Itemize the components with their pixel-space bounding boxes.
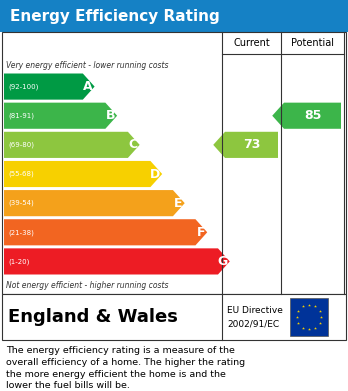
Text: F: F [197,226,205,239]
Text: A: A [83,80,93,93]
Text: (92-100): (92-100) [8,83,38,90]
Polygon shape [4,74,95,100]
Text: 73: 73 [243,138,260,151]
Polygon shape [272,103,341,129]
Text: England & Wales: England & Wales [8,308,178,326]
Text: (81-91): (81-91) [8,113,34,119]
Text: E: E [174,197,183,210]
Text: B: B [106,109,115,122]
Text: (21-38): (21-38) [8,229,34,235]
Bar [2,32,346,294]
Polygon shape [4,219,207,246]
Polygon shape [4,248,230,274]
Text: Potential: Potential [291,38,334,48]
Text: Very energy efficient - lower running costs: Very energy efficient - lower running co… [6,61,168,70]
Text: 85: 85 [304,109,321,122]
Polygon shape [4,132,140,158]
Text: Not energy efficient - higher running costs: Not energy efficient - higher running co… [6,282,168,291]
Bar [0,0,348,32]
Text: 2002/91/EC: 2002/91/EC [227,319,279,328]
Text: (55-68): (55-68) [8,171,34,177]
Polygon shape [213,132,278,158]
Text: (69-80): (69-80) [8,142,34,148]
Text: The energy efficiency rating is a measure of the
overall efficiency of a home. T: The energy efficiency rating is a measur… [6,346,245,390]
Text: EU Directive: EU Directive [227,306,283,315]
Text: D: D [150,167,160,181]
Text: G: G [218,255,228,268]
Polygon shape [4,103,117,129]
Text: Current: Current [233,38,270,48]
Polygon shape [4,190,185,216]
Bar [290,298,328,336]
Text: C: C [128,138,138,151]
Bar [2,294,346,340]
Text: (39-54): (39-54) [8,200,34,206]
Text: (1-20): (1-20) [8,258,29,265]
Text: Energy Efficiency Rating: Energy Efficiency Rating [10,9,220,23]
Polygon shape [4,161,162,187]
